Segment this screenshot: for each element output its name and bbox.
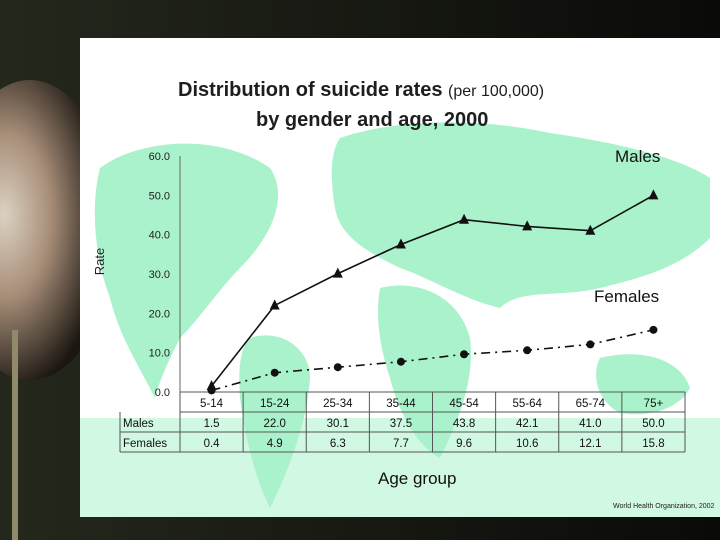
y-tick-label: 0.0 <box>155 387 170 399</box>
data-point-triangle <box>332 267 343 278</box>
slide: 0.0 10.0 20.0 30.0 40.0 50.0 60.0 5-14 15-24 25-… <box>80 38 720 517</box>
series-label: Males <box>615 147 660 166</box>
data-label: 22.0 <box>263 418 285 430</box>
x-tick-label: 55-64 <box>512 398 542 410</box>
y-tick-label: 50.0 <box>149 190 170 202</box>
table-row-label: Males <box>123 418 154 430</box>
data-point-circle <box>649 325 658 334</box>
data-label: 9.6 <box>456 438 472 450</box>
data-point-circle <box>270 368 279 377</box>
data-label: 12.1 <box>579 438 601 450</box>
data-label: 0.4 <box>204 438 221 450</box>
chart-title: Distribution of suicide rates (per 100,0… <box>178 76 638 134</box>
data-label: 7.7 <box>393 438 409 450</box>
line-chart: 0.0 10.0 20.0 30.0 40.0 50.0 60.0 5-14 15-24 25-… <box>119 147 686 453</box>
y-axis-title: Rate <box>92 247 108 276</box>
title-line2: by gender and age, 2000 <box>256 109 489 131</box>
y-tick-label: 40.0 <box>149 230 170 242</box>
series-line <box>210 194 654 387</box>
x-tick-label: 65-74 <box>576 398 606 410</box>
y-axis: 0.0 10.0 20.0 30.0 40.0 50.0 60.0 <box>149 151 181 399</box>
series-label: Females <box>594 287 659 306</box>
y-tick-label: 10.0 <box>149 348 170 360</box>
series-males <box>206 189 659 391</box>
data-label: 37.5 <box>390 418 412 430</box>
data-point-triangle <box>522 220 533 231</box>
data-label: 30.1 <box>327 418 349 430</box>
data-point-triangle <box>648 189 659 200</box>
data-label: 15.8 <box>642 438 664 450</box>
data-label: 50.0 <box>642 418 664 430</box>
data-point-triangle <box>459 213 470 224</box>
x-tick-label: 35-44 <box>386 398 416 410</box>
x-tick-label: 25-34 <box>323 398 353 410</box>
series-labels: Males Females <box>594 147 660 306</box>
x-tick-label: 45-54 <box>449 398 479 410</box>
data-point-triangle <box>395 238 406 249</box>
data-point-circle <box>586 340 595 349</box>
data-point-triangle <box>269 299 280 310</box>
data-point-circle <box>207 386 216 395</box>
data-label: 41.0 <box>579 418 601 430</box>
data-label: 10.6 <box>516 438 538 450</box>
data-label: 6.3 <box>330 438 346 450</box>
series-line <box>211 329 654 392</box>
y-tick-label: 60.0 <box>149 151 170 163</box>
data-point-circle <box>333 363 342 372</box>
data-point-circle <box>396 357 405 366</box>
data-label: 42.1 <box>516 418 538 430</box>
x-axis-title: Age group <box>378 469 457 488</box>
data-point-circle <box>460 350 469 359</box>
x-tick-label: 75+ <box>644 398 664 410</box>
y-tick-label: 20.0 <box>149 308 170 320</box>
data-label: 43.8 <box>453 418 475 430</box>
y-tick-label: 30.0 <box>149 269 170 281</box>
source-credit: World Health Organization, 2002 <box>613 503 715 510</box>
category-table: 5-14 15-24 25-34 35-44 45-54 55-64 65-74 75+ Mal… <box>119 391 686 453</box>
title-main: Distribution of suicide rates <box>178 79 443 101</box>
x-tick-label: 15-24 <box>260 398 290 410</box>
table-row-label: Females <box>123 438 167 450</box>
data-label: 1.5 <box>204 418 220 430</box>
title-paren: (per 100,000) <box>448 83 545 100</box>
x-tick-label: 5-14 <box>200 398 224 410</box>
data-label: 4.9 <box>267 438 283 450</box>
world-map-decoration <box>80 38 720 517</box>
series-females <box>207 325 658 395</box>
data-point-triangle <box>585 224 596 235</box>
data-point-circle <box>523 346 532 355</box>
